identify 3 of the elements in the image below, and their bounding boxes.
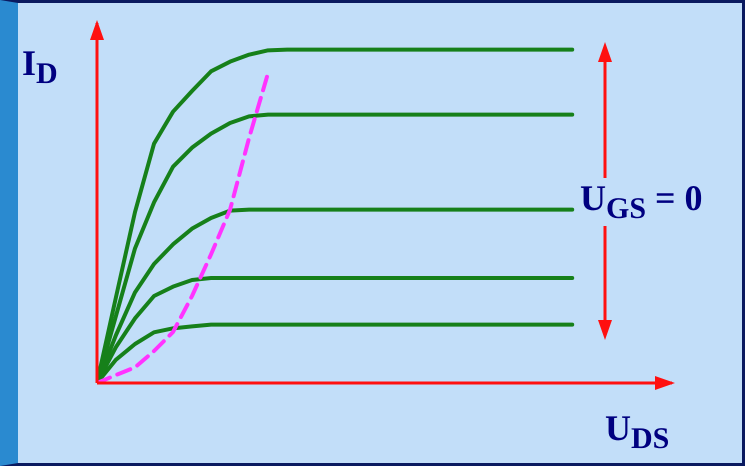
- x-axis-title: U$_{DS}$: [605, 408, 670, 456]
- annotation: U$_{GS}$ = 0: [580, 178, 703, 226]
- y-axis-title: I$_{D}$: [22, 43, 58, 90]
